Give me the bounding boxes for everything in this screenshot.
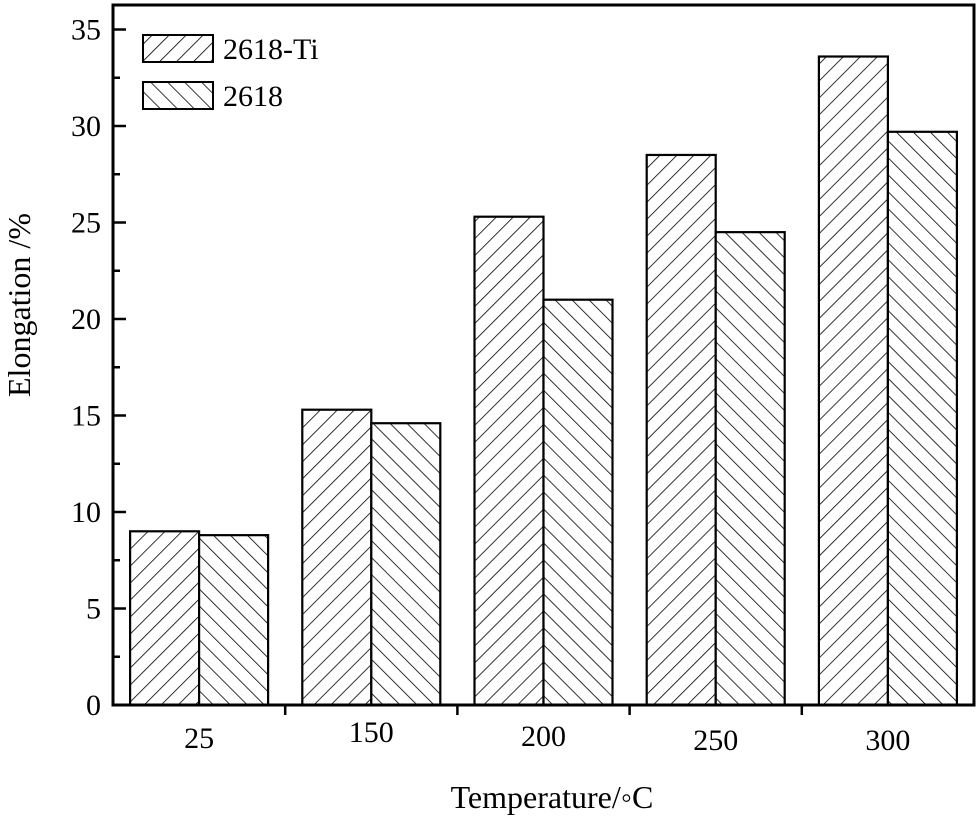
x-axis-title: Temperature/◦C <box>451 779 654 815</box>
legend-label: 2618-Ti <box>223 33 319 66</box>
bar-2618-ti-150 <box>301 408 373 707</box>
x-tick-label: 150 <box>349 716 394 749</box>
x-tick-label: 300 <box>865 724 910 757</box>
y-tick-label: 0 <box>86 689 101 722</box>
x-tick-label: 25 <box>184 722 214 755</box>
bar-2618-ti-300 <box>817 55 890 707</box>
y-tick-label: 35 <box>71 14 101 47</box>
bar-2618-150 <box>370 422 442 707</box>
y-tick-label: 15 <box>71 400 101 433</box>
legend-swatch-back-hatch <box>142 81 214 110</box>
legend: 2618-Ti 2618 <box>142 33 319 113</box>
y-axis: 0 5 10 15 20 25 30 35 <box>71 14 126 722</box>
legend-label: 2618 <box>223 80 283 113</box>
legend-item-2618: 2618 <box>142 80 283 113</box>
legend-item-2618-ti: 2618-Ti <box>142 33 319 66</box>
bar-2618-250 <box>714 231 786 707</box>
x-tick-label: 200 <box>521 720 566 753</box>
bar-2618-25 <box>198 534 270 707</box>
legend-swatch-forward-hatch <box>142 34 214 63</box>
y-tick-label: 20 <box>71 303 101 336</box>
bar-2618-ti-250 <box>645 153 717 707</box>
y-tick-label: 30 <box>71 110 101 143</box>
y-tick-label: 25 <box>71 207 101 240</box>
bar-2618-ti-200 <box>473 215 545 707</box>
bars-group <box>129 55 959 707</box>
bar-2618-300 <box>886 130 959 707</box>
plot-frame <box>111 3 976 707</box>
x-tick-label: 250 <box>693 724 738 757</box>
x-axis: 25 150 200 250 300 <box>184 705 910 757</box>
y-tick-label: 5 <box>86 593 101 626</box>
bar-2618-ti-25 <box>129 530 201 707</box>
y-axis-title: Elongation /% <box>1 213 37 397</box>
bar-2618-200 <box>542 298 614 707</box>
y-tick-label: 10 <box>71 496 101 529</box>
